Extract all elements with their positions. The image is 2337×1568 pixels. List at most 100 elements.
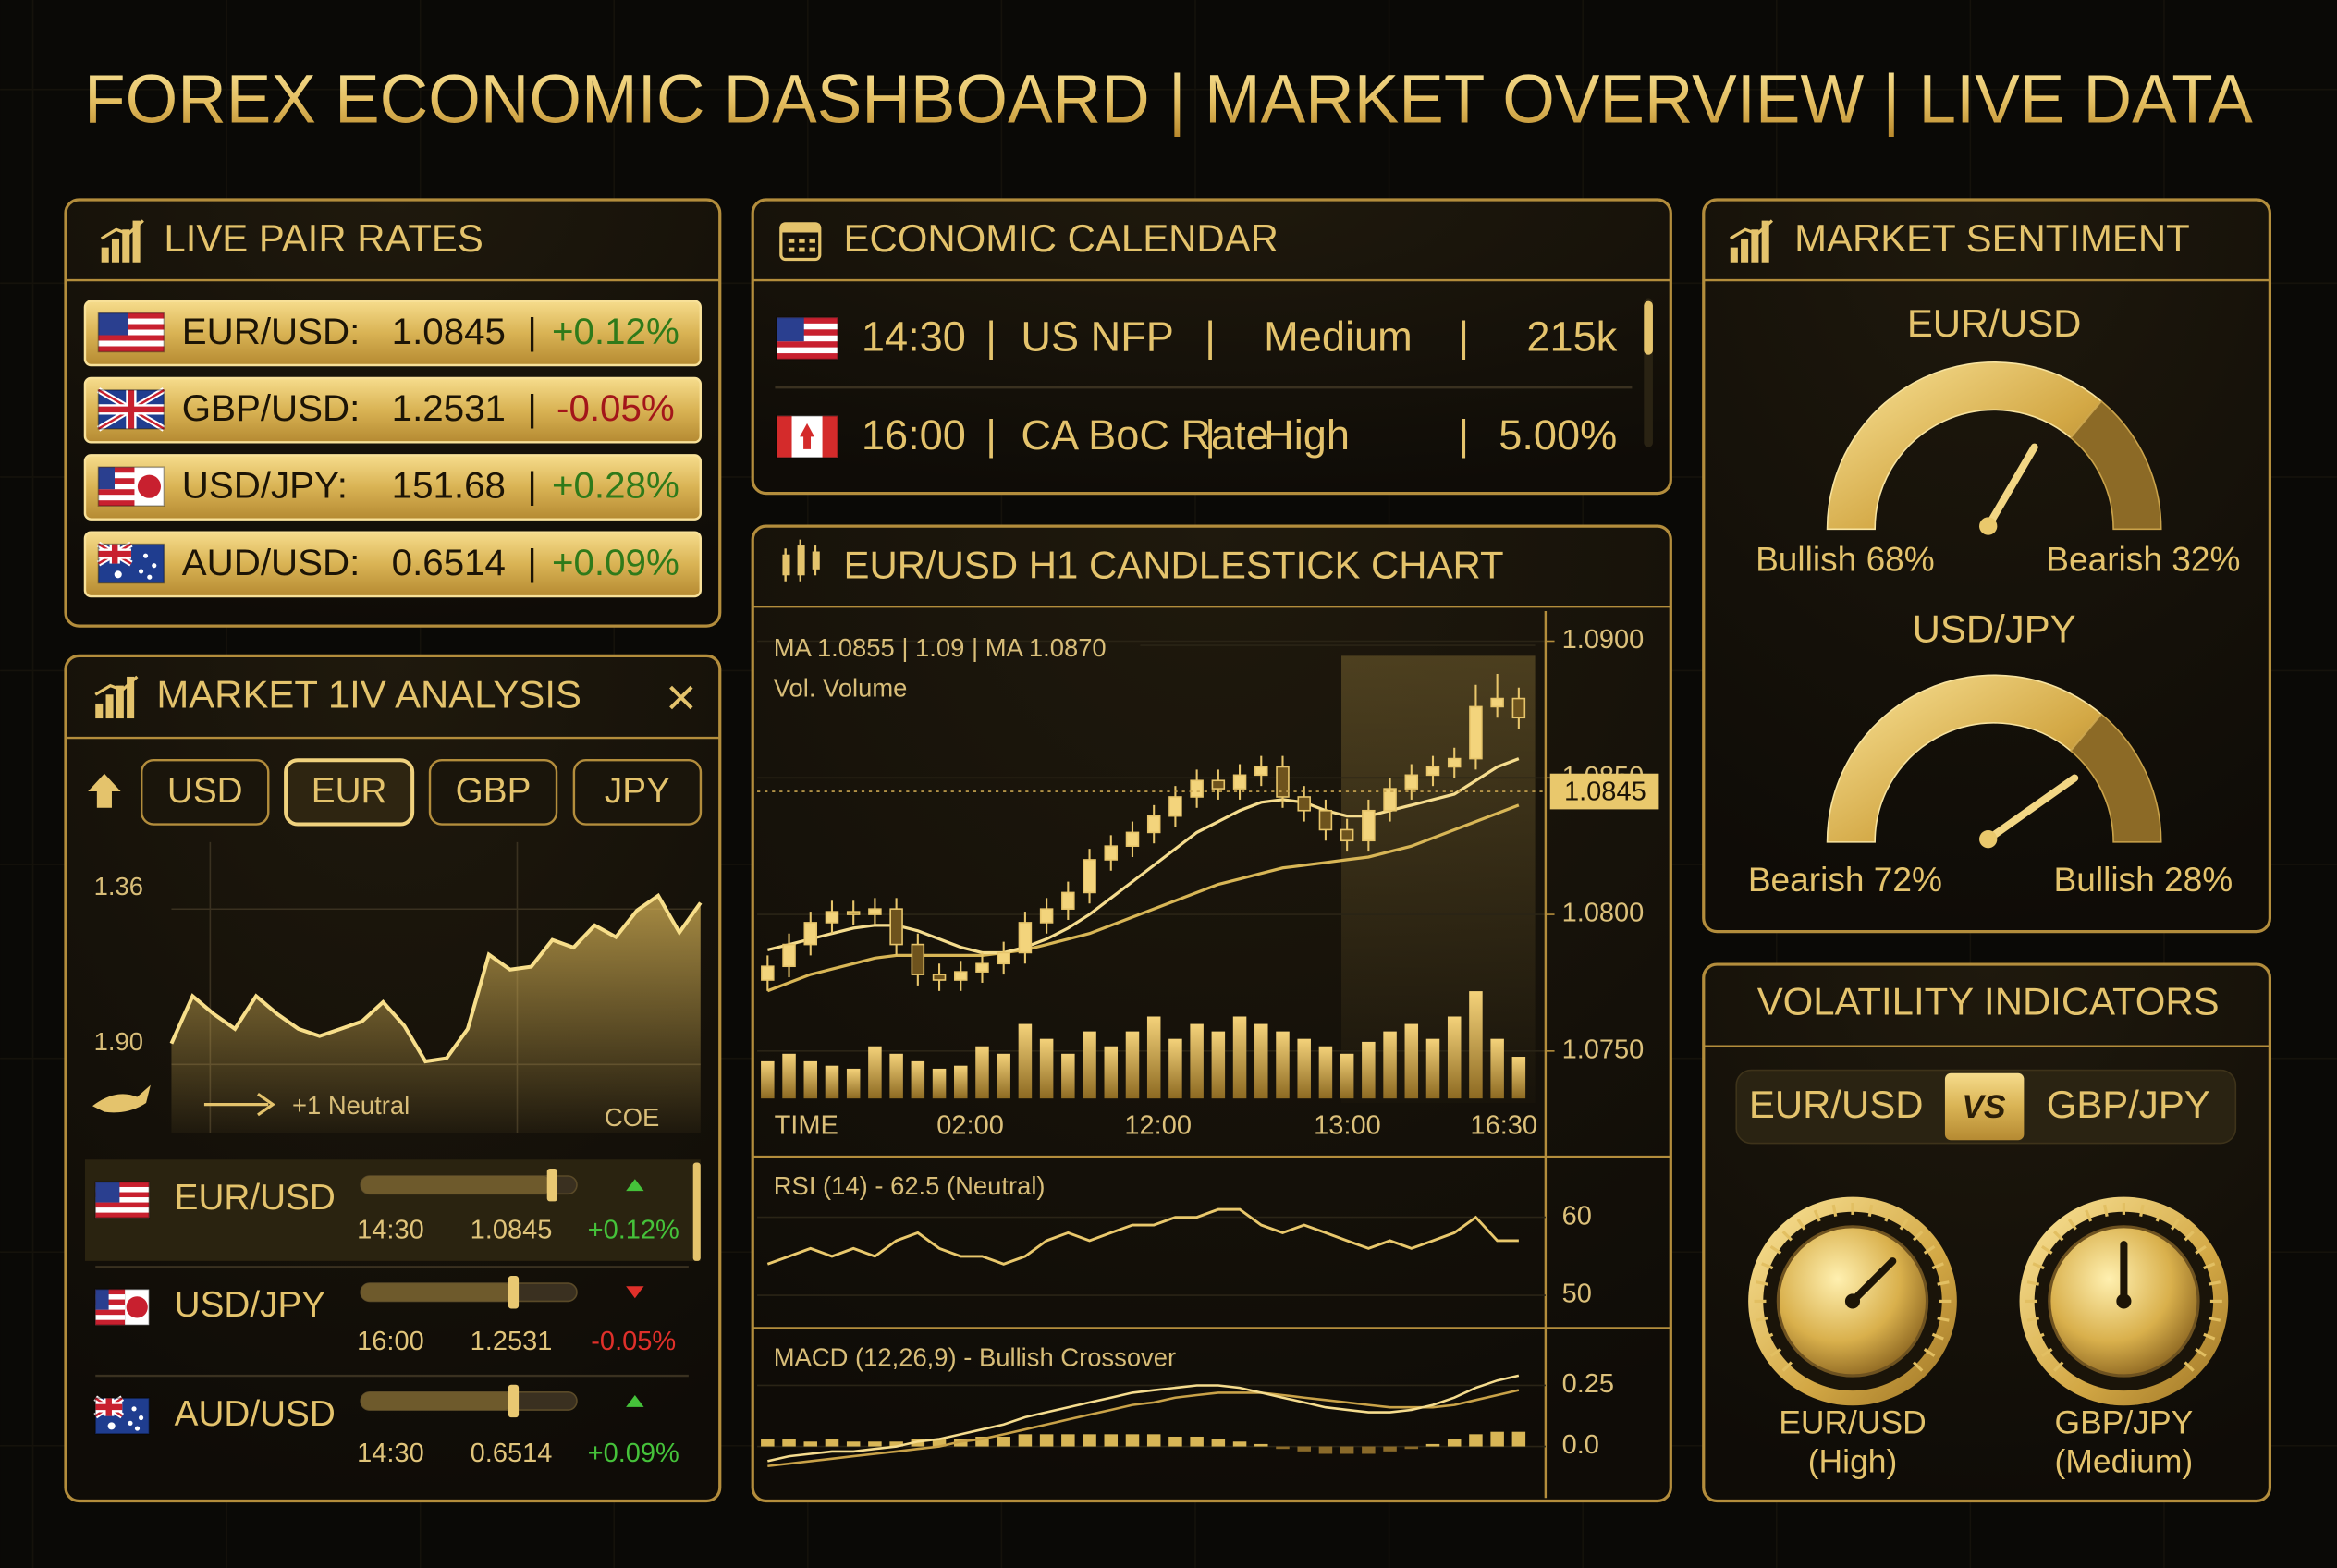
flag-part [95, 1182, 150, 1187]
flag-part [98, 550, 131, 557]
tab[interactable] [284, 758, 415, 827]
icon [809, 247, 815, 252]
y-tick-label: 1.0750 [1562, 1035, 1645, 1065]
flag-part [95, 1212, 150, 1219]
macd-histogram [1297, 1446, 1311, 1452]
separator: | [1205, 411, 1216, 459]
flag-part [98, 335, 165, 341]
y-tick-label: 1.0800 [1562, 899, 1645, 928]
tab-label: GBP [456, 771, 532, 811]
volume-bar [1018, 1023, 1033, 1099]
event-name: CA BoC Rate [1021, 411, 1268, 459]
flag-part [95, 1202, 150, 1208]
icon [780, 223, 820, 233]
candle-body [1276, 766, 1290, 798]
tab[interactable] [428, 758, 558, 826]
dial-tick [2208, 1280, 2221, 1286]
tab[interactable] [572, 758, 703, 826]
row-change: -0.05% [591, 1327, 676, 1356]
volume-bar [846, 1068, 861, 1099]
icon [94, 675, 139, 696]
pair-label: GBP/USD: [182, 387, 361, 429]
slider-knob[interactable] [508, 1276, 520, 1309]
icon [101, 247, 109, 263]
candle-body [1104, 845, 1119, 861]
flag-part [97, 389, 165, 430]
slider-knob[interactable] [508, 1384, 520, 1418]
pair-label: EUR/USD [175, 1178, 336, 1218]
rate-change: +0.09% [552, 542, 679, 583]
rsi-line [766, 1207, 1519, 1266]
macd-histogram [1232, 1441, 1247, 1447]
current-price-box [1549, 773, 1659, 810]
volume-bar [825, 1065, 839, 1099]
icon [809, 238, 815, 243]
annotation: +1 Neutral [292, 1091, 410, 1120]
pair-label: AUD/USD [175, 1394, 336, 1434]
icon [95, 703, 104, 719]
scrollbar-thumb[interactable] [692, 1162, 701, 1261]
volume-bar [1232, 1016, 1247, 1099]
gauge-arc [2069, 713, 2162, 843]
flag-part [95, 1182, 120, 1203]
separator: | [527, 464, 536, 506]
vs-label: VS [1962, 1088, 2006, 1125]
dial-tick [1912, 1361, 1924, 1372]
macd-histogram [1039, 1434, 1054, 1447]
flag-part [777, 341, 838, 348]
icon [812, 551, 820, 570]
volume-bar [1061, 1053, 1075, 1099]
panel-title: LIVE PAIR RATES [164, 216, 483, 260]
volume-bar [1083, 1031, 1096, 1099]
volume-bar [868, 1046, 882, 1099]
row-price: 0.6514 [471, 1439, 553, 1468]
event-value: 215k [1526, 312, 1617, 360]
volume-bar [1447, 1016, 1462, 1099]
candle-body [1490, 697, 1504, 708]
macd-histogram [1190, 1436, 1204, 1447]
flag [97, 466, 165, 507]
macd-histogram [1447, 1439, 1462, 1447]
separator: | [527, 387, 536, 429]
volume-bar [1276, 1031, 1290, 1099]
dial-level: (High) [1808, 1443, 1898, 1480]
macd-histogram [1511, 1431, 1526, 1447]
row-price: 1.2531 [471, 1327, 553, 1356]
event-value: 5.00% [1499, 411, 1617, 459]
slider-knob[interactable] [546, 1168, 558, 1202]
trend-arrow [626, 1286, 644, 1299]
volume-bar [1511, 1057, 1526, 1099]
candle-icon [782, 539, 820, 582]
flag-part [98, 324, 165, 330]
flag-part [98, 489, 135, 496]
y-tick-label: 0.25 [1562, 1369, 1614, 1399]
rate-value: 1.2531 [392, 387, 506, 429]
close-button[interactable] [669, 685, 693, 710]
up-arrow [88, 773, 121, 808]
flag-part [777, 329, 838, 336]
flag-part [98, 346, 165, 352]
pair-label: EUR/USD: [182, 311, 361, 352]
flag-part [800, 423, 814, 449]
icon [1741, 238, 1749, 263]
flag-part [95, 1309, 126, 1316]
pair-label: USD/JPY: [182, 464, 348, 506]
dial-tick [2184, 1361, 2195, 1372]
macd-histogram [1383, 1446, 1397, 1452]
scrollbar-thumb[interactable] [1644, 300, 1653, 355]
macd-histogram [1083, 1434, 1096, 1447]
macd-histogram [1061, 1434, 1075, 1447]
slider-fill [361, 1176, 552, 1194]
dial-tick [2203, 1332, 2216, 1341]
macd-line [767, 1389, 1520, 1468]
macd-histogram [1469, 1434, 1483, 1447]
candle-body [1340, 828, 1354, 842]
flag-part [95, 1403, 123, 1411]
dial-tick [1769, 1348, 1782, 1357]
flag-part [138, 1415, 144, 1421]
flag-part [776, 316, 838, 361]
flag [94, 1288, 151, 1327]
tab[interactable] [141, 758, 270, 826]
gauge-arc [1826, 674, 2103, 843]
